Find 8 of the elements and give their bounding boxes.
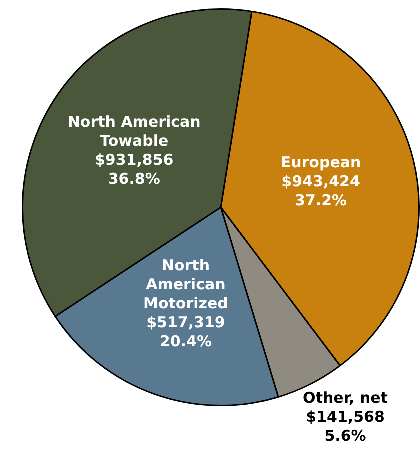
- slice-label: North American Towable: [68, 113, 201, 150]
- data-label: $931,856 36.8%: [94, 151, 174, 188]
- slice-label: Other, net: [303, 389, 388, 408]
- data-label: $517,319 20.4%: [146, 313, 226, 350]
- slice-label: European: [280, 153, 362, 172]
- slice-label: North American Motorized: [144, 256, 228, 312]
- data-label: $141,568 5.6%: [306, 408, 385, 446]
- data-label: $943,424 37.2%: [282, 172, 360, 210]
